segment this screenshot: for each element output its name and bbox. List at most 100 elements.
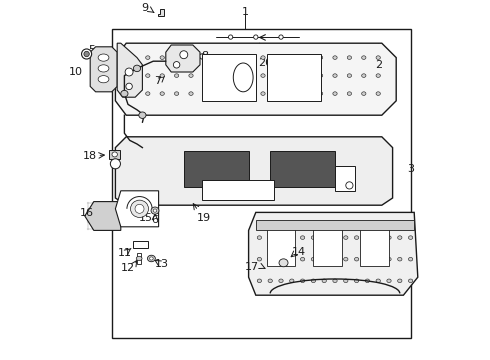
Text: 3: 3 [407,164,414,174]
Ellipse shape [362,74,366,77]
Text: 19: 19 [196,213,211,223]
Text: 5: 5 [89,45,96,55]
Ellipse shape [174,92,179,95]
Ellipse shape [311,236,316,239]
Polygon shape [116,137,392,205]
Ellipse shape [261,74,265,77]
Polygon shape [116,191,159,227]
Ellipse shape [290,279,294,283]
Polygon shape [256,220,414,230]
Ellipse shape [203,74,208,77]
Ellipse shape [81,49,92,59]
Ellipse shape [362,92,366,95]
Ellipse shape [257,279,262,283]
Ellipse shape [218,56,222,59]
Ellipse shape [333,279,337,283]
Ellipse shape [376,257,380,261]
Text: 7: 7 [154,76,161,86]
Ellipse shape [174,74,179,77]
Ellipse shape [246,56,251,59]
Text: 20: 20 [258,58,272,68]
Ellipse shape [133,65,141,72]
Ellipse shape [322,236,326,239]
Ellipse shape [279,257,283,261]
Ellipse shape [146,56,150,59]
Text: 14: 14 [292,247,306,257]
Polygon shape [116,43,396,115]
Bar [202,180,274,200]
Ellipse shape [318,92,323,95]
Ellipse shape [121,90,128,97]
Ellipse shape [174,56,179,59]
Ellipse shape [254,35,258,39]
Ellipse shape [354,236,359,239]
Polygon shape [158,9,164,16]
Ellipse shape [131,92,136,95]
Ellipse shape [268,257,272,261]
Ellipse shape [233,63,253,92]
Ellipse shape [354,257,359,261]
Ellipse shape [246,74,251,77]
Polygon shape [90,47,117,92]
Ellipse shape [180,51,188,59]
Bar [112,29,411,338]
Text: 11: 11 [118,248,131,258]
Ellipse shape [290,92,294,95]
Text: 10: 10 [69,67,83,77]
Ellipse shape [376,92,380,95]
Ellipse shape [246,92,251,95]
Ellipse shape [160,74,164,77]
Ellipse shape [279,259,288,267]
Text: 15: 15 [139,213,153,223]
Ellipse shape [333,56,337,59]
Polygon shape [360,223,389,266]
Ellipse shape [268,279,272,283]
Ellipse shape [354,279,359,283]
Ellipse shape [261,56,265,59]
Ellipse shape [409,236,413,239]
Ellipse shape [279,279,283,283]
Polygon shape [133,241,148,248]
Ellipse shape [300,257,305,261]
Ellipse shape [376,279,380,283]
Ellipse shape [322,257,326,261]
Ellipse shape [126,83,132,90]
Ellipse shape [98,76,109,83]
Ellipse shape [131,74,136,77]
Ellipse shape [130,200,148,217]
Ellipse shape [387,257,391,261]
Ellipse shape [300,279,305,283]
Bar [267,54,320,101]
Ellipse shape [318,74,323,77]
Bar [109,150,120,159]
Bar [137,253,141,264]
Ellipse shape [311,279,316,283]
Ellipse shape [261,92,265,95]
Ellipse shape [290,236,294,239]
Ellipse shape [311,257,316,261]
Ellipse shape [232,74,236,77]
Ellipse shape [160,92,164,95]
Ellipse shape [203,92,208,95]
Ellipse shape [110,159,121,169]
Text: 6: 6 [151,215,158,225]
Ellipse shape [98,65,109,72]
Ellipse shape [333,257,337,261]
Ellipse shape [343,236,348,239]
Ellipse shape [279,35,283,39]
Text: 16: 16 [79,208,94,218]
Ellipse shape [203,56,208,59]
Text: 12: 12 [121,263,135,273]
Ellipse shape [135,204,144,213]
Text: 4: 4 [114,63,121,73]
Ellipse shape [151,207,159,214]
Ellipse shape [290,74,294,77]
Ellipse shape [304,92,308,95]
Text: 17: 17 [245,262,259,272]
Ellipse shape [218,92,222,95]
Ellipse shape [376,56,380,59]
Ellipse shape [387,236,391,239]
Ellipse shape [136,256,142,261]
Ellipse shape [146,92,150,95]
Text: 9: 9 [142,3,148,13]
